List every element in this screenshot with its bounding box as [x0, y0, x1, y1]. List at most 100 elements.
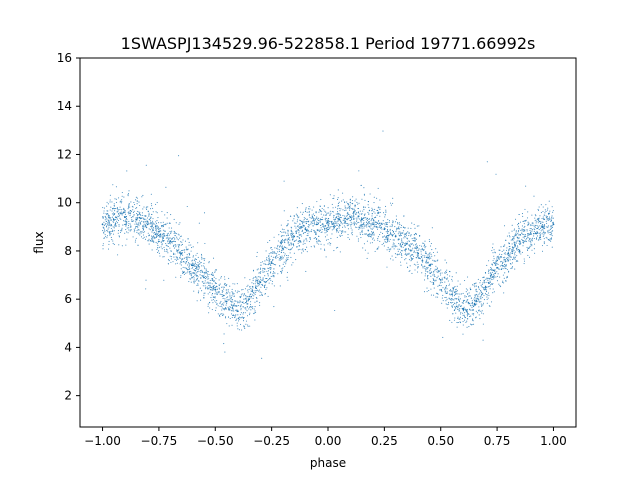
data-point	[202, 258, 204, 260]
data-point	[358, 221, 360, 223]
data-point	[337, 202, 339, 205]
data-point	[430, 243, 432, 245]
data-point	[410, 227, 412, 229]
data-point	[289, 215, 292, 217]
data-point	[363, 214, 366, 216]
data-point	[242, 301, 244, 303]
data-point	[466, 314, 468, 316]
data-point	[263, 285, 265, 287]
data-point	[449, 294, 451, 296]
data-point	[281, 249, 283, 251]
data-point	[203, 266, 205, 268]
data-point	[142, 232, 144, 234]
data-point	[305, 228, 307, 230]
data-point	[406, 262, 408, 264]
data-point	[472, 305, 474, 307]
data-point	[467, 318, 469, 320]
data-point	[105, 222, 107, 225]
data-point	[426, 291, 428, 293]
data-point	[264, 292, 266, 295]
data-point	[158, 236, 160, 238]
data-point	[290, 242, 292, 244]
data-point	[434, 260, 436, 262]
data-point	[398, 228, 400, 230]
data-point	[367, 235, 369, 237]
data-point	[308, 213, 310, 215]
data-point	[207, 274, 209, 276]
data-point	[418, 257, 420, 259]
data-point	[232, 304, 234, 306]
data-point	[503, 225, 506, 227]
data-point	[229, 296, 231, 298]
data-point	[446, 262, 448, 264]
data-point	[460, 293, 462, 295]
data-point	[542, 221, 544, 223]
data-point	[254, 293, 256, 295]
data-point	[176, 238, 178, 240]
data-point	[500, 261, 502, 263]
data-point	[156, 220, 158, 222]
data-point	[339, 251, 341, 253]
data-point	[285, 232, 287, 234]
data-point	[129, 223, 131, 225]
data-point	[208, 312, 210, 314]
data-point	[341, 234, 343, 237]
data-point	[413, 263, 415, 265]
data-point	[209, 287, 211, 289]
data-point	[395, 215, 397, 217]
data-point	[117, 219, 120, 222]
data-point	[184, 267, 186, 269]
data-point	[473, 300, 476, 302]
data-point	[473, 283, 475, 285]
data-point	[179, 257, 181, 260]
data-point	[331, 203, 333, 205]
data-point	[423, 242, 425, 244]
data-point	[530, 224, 532, 226]
data-point	[472, 309, 474, 311]
data-point	[431, 263, 433, 265]
data-point	[229, 298, 231, 300]
data-point	[452, 313, 454, 315]
data-point	[345, 231, 347, 233]
data-point	[137, 229, 139, 231]
data-point	[190, 274, 192, 276]
data-point	[180, 253, 182, 256]
data-point	[283, 210, 285, 212]
data-point	[108, 216, 110, 218]
data-point	[494, 271, 496, 273]
data-point	[105, 220, 107, 222]
data-point	[489, 288, 491, 290]
data-point	[296, 230, 298, 232]
data-point	[471, 323, 473, 326]
data-point	[424, 275, 426, 277]
data-point	[174, 238, 176, 240]
data-point	[327, 229, 329, 231]
data-point	[353, 213, 355, 215]
data-point	[367, 211, 369, 213]
data-point	[513, 252, 515, 254]
data-point	[118, 215, 120, 217]
data-point	[287, 232, 289, 234]
data-point	[117, 209, 119, 211]
data-point	[232, 292, 234, 294]
data-point	[503, 292, 505, 294]
data-point	[300, 220, 302, 223]
data-point	[378, 246, 380, 248]
data-point	[337, 213, 339, 215]
data-point	[357, 240, 359, 242]
data-point	[451, 278, 453, 280]
data-point	[409, 270, 411, 272]
data-point	[209, 291, 211, 293]
data-point	[139, 214, 141, 216]
data-point	[286, 257, 288, 259]
data-point	[426, 262, 428, 264]
data-point	[286, 247, 288, 249]
data-point	[528, 233, 531, 235]
data-point	[352, 196, 354, 198]
data-point	[160, 234, 162, 236]
data-point	[446, 304, 448, 306]
data-point	[270, 268, 272, 270]
data-point	[291, 232, 293, 234]
data-point	[382, 236, 384, 238]
data-point	[207, 271, 209, 273]
